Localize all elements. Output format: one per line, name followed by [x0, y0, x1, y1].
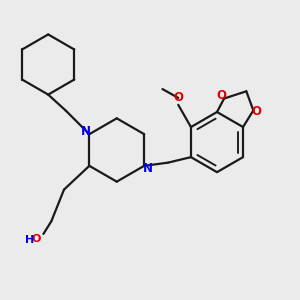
Text: O: O	[173, 92, 183, 104]
Text: N: N	[143, 162, 153, 175]
Text: N: N	[80, 125, 91, 138]
Text: O: O	[32, 234, 41, 244]
Text: O: O	[216, 89, 226, 102]
Text: O: O	[251, 106, 262, 118]
Text: H: H	[25, 235, 34, 245]
